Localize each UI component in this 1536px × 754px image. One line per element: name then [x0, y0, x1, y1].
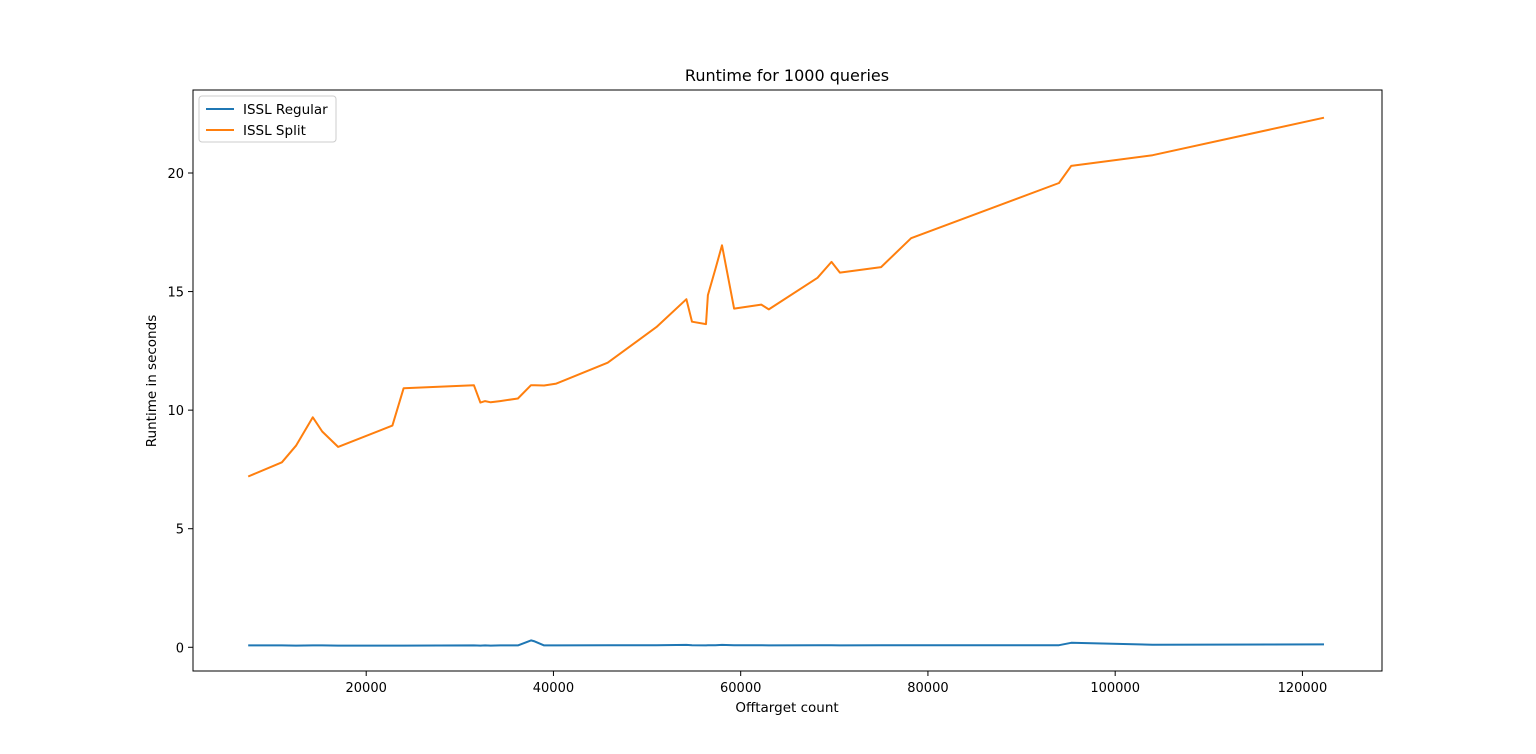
legend-label: ISSL Regular	[243, 102, 328, 118]
y-tick-label: 15	[167, 286, 184, 301]
x-tick-label: 100000	[1090, 681, 1140, 696]
x-tick-label: 120000	[1278, 681, 1328, 696]
x-tick-label: 40000	[533, 681, 574, 696]
chart-title: Runtime for 1000 queries	[685, 66, 889, 85]
y-tick-label: 20	[167, 167, 184, 182]
y-axis: 0 5 10 15 20	[167, 167, 193, 656]
x-axis-label: Offtarget count	[735, 700, 838, 716]
x-tick-label: 20000	[346, 681, 387, 696]
y-tick-label: 10	[167, 404, 184, 419]
x-tick-label: 80000	[907, 681, 948, 696]
plot-frame	[192, 89, 1383, 672]
x-axis: 20000 40000 60000 80000 100000 120000	[346, 671, 1328, 696]
legend: ISSL Regular ISSL Split	[198, 95, 337, 143]
y-axis-label: Runtime in seconds	[144, 315, 160, 447]
series-line-issl-regular	[248, 639, 1325, 647]
y-tick-label: 5	[176, 523, 184, 538]
series-line-issl-split	[247, 116, 1325, 478]
x-tick-label: 60000	[720, 681, 761, 696]
series-layer	[247, 116, 1325, 647]
y-tick-label: 0	[176, 641, 184, 656]
legend-label: ISSL Split	[243, 123, 306, 139]
